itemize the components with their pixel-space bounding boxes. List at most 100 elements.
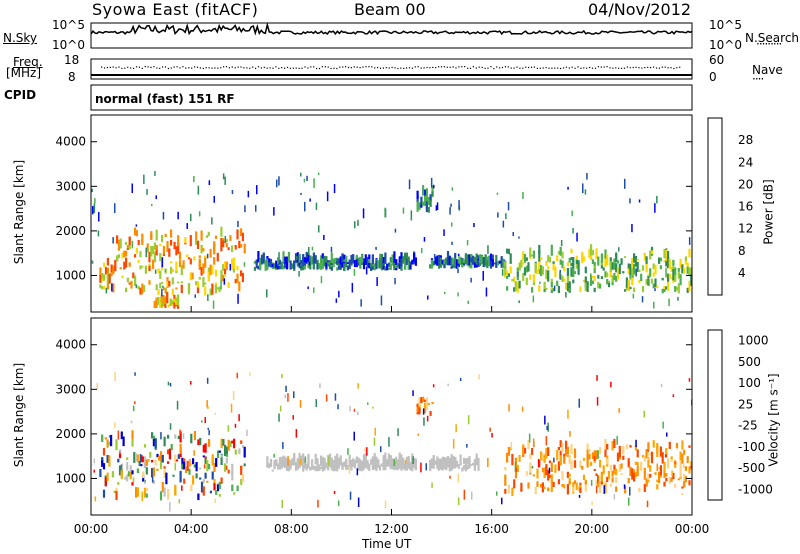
data-cell bbox=[355, 456, 358, 464]
data-cell bbox=[209, 490, 212, 494]
data-cell bbox=[101, 286, 104, 290]
data-cell bbox=[384, 500, 387, 509]
data-cell bbox=[579, 484, 582, 488]
data-cell bbox=[593, 275, 596, 281]
nave-point bbox=[179, 67, 181, 69]
data-cell bbox=[345, 260, 348, 268]
data-cell bbox=[117, 458, 120, 463]
data-cell bbox=[659, 465, 662, 476]
data-cell bbox=[278, 176, 280, 186]
data-cell bbox=[425, 463, 427, 471]
data-cell bbox=[439, 257, 442, 265]
data-cell bbox=[224, 176, 226, 185]
data-cell bbox=[661, 288, 664, 294]
data-cell bbox=[376, 277, 378, 286]
data-cell bbox=[186, 460, 189, 472]
data-cell bbox=[502, 261, 505, 269]
x-axis-title: Time UT bbox=[362, 537, 412, 551]
data-cell bbox=[567, 186, 569, 190]
data-cell bbox=[332, 258, 335, 268]
data-cell bbox=[380, 295, 383, 306]
freq-left-tick-top: 18 bbox=[64, 53, 80, 67]
data-cell bbox=[211, 283, 214, 295]
data-cell bbox=[607, 470, 611, 480]
data-cell bbox=[243, 463, 246, 467]
data-cell bbox=[525, 257, 528, 261]
data-cell bbox=[570, 267, 573, 277]
data-cell bbox=[648, 280, 650, 286]
data-cell bbox=[665, 256, 668, 267]
data-cell bbox=[196, 240, 200, 249]
data-cell bbox=[285, 385, 287, 392]
data-cell bbox=[541, 457, 544, 461]
nave-point bbox=[286, 66, 289, 68]
data-cell bbox=[202, 263, 205, 274]
data-cell bbox=[232, 268, 235, 273]
data-cell bbox=[577, 486, 580, 492]
data-cell bbox=[452, 258, 455, 264]
data-cell bbox=[393, 251, 396, 263]
data-cell bbox=[179, 429, 181, 434]
data-cell bbox=[152, 246, 155, 254]
data-cell bbox=[141, 233, 144, 242]
data-cell bbox=[584, 282, 587, 291]
data-cell bbox=[152, 435, 155, 439]
nave-point bbox=[594, 67, 597, 69]
data-cell bbox=[161, 257, 164, 268]
nave-point bbox=[406, 67, 408, 69]
nave-point bbox=[571, 66, 573, 68]
data-cell bbox=[613, 469, 616, 475]
data-cell bbox=[335, 298, 338, 303]
data-cell bbox=[534, 486, 537, 495]
data-cell bbox=[502, 258, 504, 262]
data-cell bbox=[220, 453, 223, 465]
data-cell bbox=[328, 456, 330, 466]
data-cell bbox=[165, 472, 168, 485]
nave-point bbox=[504, 66, 506, 68]
data-cell bbox=[684, 476, 687, 483]
data-cell bbox=[169, 298, 172, 306]
data-cell bbox=[672, 260, 675, 273]
beam-title: Beam 00 bbox=[354, 0, 426, 19]
data-cell bbox=[305, 251, 308, 263]
data-cell bbox=[318, 225, 320, 233]
data-cell bbox=[106, 472, 109, 481]
data-cell bbox=[656, 479, 659, 483]
data-cell bbox=[527, 262, 530, 272]
data-cell bbox=[674, 267, 677, 276]
data-cell bbox=[557, 479, 560, 485]
data-cell bbox=[125, 257, 128, 268]
data-cell bbox=[167, 434, 170, 439]
data-cell bbox=[506, 248, 509, 254]
data-cell bbox=[126, 474, 129, 482]
data-cell bbox=[268, 258, 271, 263]
data-cell bbox=[375, 460, 378, 466]
nave-point bbox=[615, 67, 617, 69]
nave-point bbox=[464, 66, 466, 68]
nave-point bbox=[266, 67, 268, 69]
data-cell bbox=[620, 258, 623, 265]
data-cell bbox=[552, 481, 555, 488]
data-cell bbox=[224, 463, 227, 466]
data-cell bbox=[353, 408, 356, 412]
data-cell bbox=[362, 454, 366, 464]
data-cell bbox=[554, 266, 557, 278]
data-cell bbox=[579, 286, 582, 292]
nave-point bbox=[318, 67, 321, 70]
data-cell bbox=[269, 459, 273, 467]
data-cell bbox=[670, 456, 673, 460]
data-cell bbox=[572, 259, 575, 268]
data-cell bbox=[420, 204, 423, 208]
data-cell bbox=[327, 261, 330, 264]
data-cell bbox=[582, 280, 586, 283]
data-cell bbox=[151, 432, 154, 439]
data-cell bbox=[104, 477, 107, 487]
data-cell bbox=[525, 265, 528, 273]
data-cell bbox=[320, 255, 323, 263]
colorbar-tick-label: 24 bbox=[738, 155, 753, 169]
data-cell bbox=[688, 280, 691, 292]
data-cell bbox=[586, 173, 588, 180]
nave-point bbox=[423, 67, 425, 69]
data-cell bbox=[663, 249, 666, 259]
nave-point bbox=[650, 67, 652, 69]
